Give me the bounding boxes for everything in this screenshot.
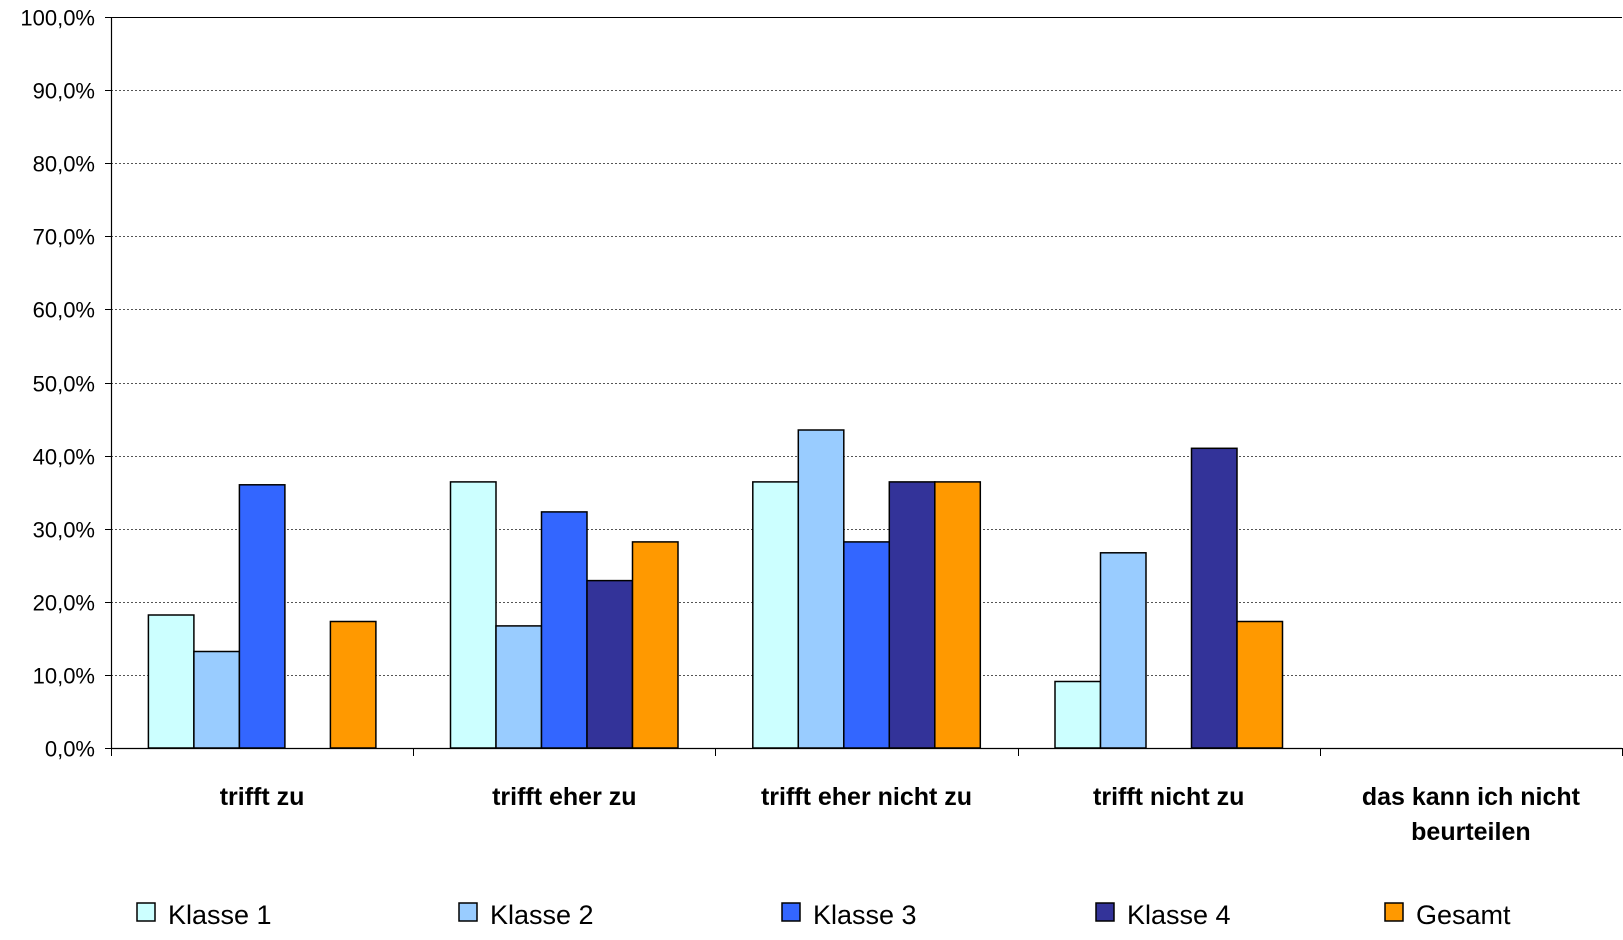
bar-klasse-3 — [843, 541, 891, 749]
x-tick-label: das kann ich nicht beurteilen — [1362, 783, 1581, 846]
bar-klasse-3 — [238, 484, 286, 749]
legend-item-klasse-2: Klasse 2 — [458, 900, 594, 930]
y-axis-tick-labels: 0,0% 10,0% 20,0% 30,0% 40,0% 50,0% 60,0% 70,0% 8… — [20, 6, 95, 762]
x-tick-label: trifft zu — [220, 783, 305, 811]
x-axis-tick-labels: trifft zu trifft eher zu trifft eher nicht… — [220, 783, 1581, 846]
legend-swatch — [136, 902, 156, 922]
legend-label: Klasse 3 — [813, 900, 917, 930]
legend-label: Klasse 4 — [1127, 900, 1231, 930]
bar-klasse-1 — [752, 481, 800, 749]
bar-klasse-1 — [147, 614, 195, 749]
y-tick-label: 50,0% — [33, 372, 95, 397]
bar-gesamt — [934, 481, 982, 749]
bar-gesamt — [1236, 620, 1284, 749]
y-tick-label: 10,0% — [33, 664, 95, 689]
legend-label: Gesamt — [1416, 900, 1511, 930]
legend-swatch — [1384, 902, 1404, 922]
bar-klasse-4 — [586, 579, 634, 749]
y-tick-label: 70,0% — [33, 225, 95, 250]
bar-klasse-3 — [540, 511, 588, 749]
y-tick-label: 30,0% — [33, 518, 95, 543]
legend-swatch — [1095, 902, 1115, 922]
legend-label: Klasse 1 — [168, 900, 272, 930]
bar-gesamt — [631, 541, 679, 749]
bar-klasse-2 — [797, 429, 845, 749]
y-tick-label: 60,0% — [33, 298, 95, 323]
x-tick-label: trifft eher nicht zu — [761, 783, 972, 811]
legend-item-klasse-4: Klasse 4 — [1095, 900, 1231, 930]
legend-item-gesamt: Gesamt — [1384, 900, 1511, 930]
legend-swatch — [781, 902, 801, 922]
bars — [147, 429, 1284, 749]
y-tick-label: 20,0% — [33, 591, 95, 616]
legend-item-klasse-3: Klasse 3 — [781, 900, 917, 930]
x-tick-label: trifft nicht zu — [1093, 783, 1244, 811]
y-tick-label: 80,0% — [33, 152, 95, 177]
legend-item-klasse-1: Klasse 1 — [136, 900, 272, 930]
axes — [105, 17, 1623, 756]
bar-klasse-4 — [888, 481, 936, 749]
bar-klasse-2 — [1099, 552, 1147, 749]
legend: Klasse 1 Klasse 2 Klasse 3 Klasse 4 Gesamt — [136, 900, 1511, 930]
legend-label: Klasse 2 — [490, 900, 594, 930]
bar-klasse-4 — [1190, 447, 1238, 749]
bar-klasse-2 — [495, 625, 543, 749]
legend-swatch — [458, 902, 478, 922]
y-tick-label: 100,0% — [20, 6, 95, 31]
y-tick-label: 40,0% — [33, 445, 95, 470]
bar-klasse-1 — [1054, 680, 1102, 749]
y-tick-label: 0,0% — [45, 737, 95, 762]
bar-klasse-2 — [193, 650, 241, 749]
bar-gesamt — [329, 620, 377, 749]
bar-klasse-1 — [449, 481, 497, 749]
x-tick-label: trifft eher zu — [492, 783, 636, 811]
y-tick-label: 90,0% — [33, 79, 95, 104]
